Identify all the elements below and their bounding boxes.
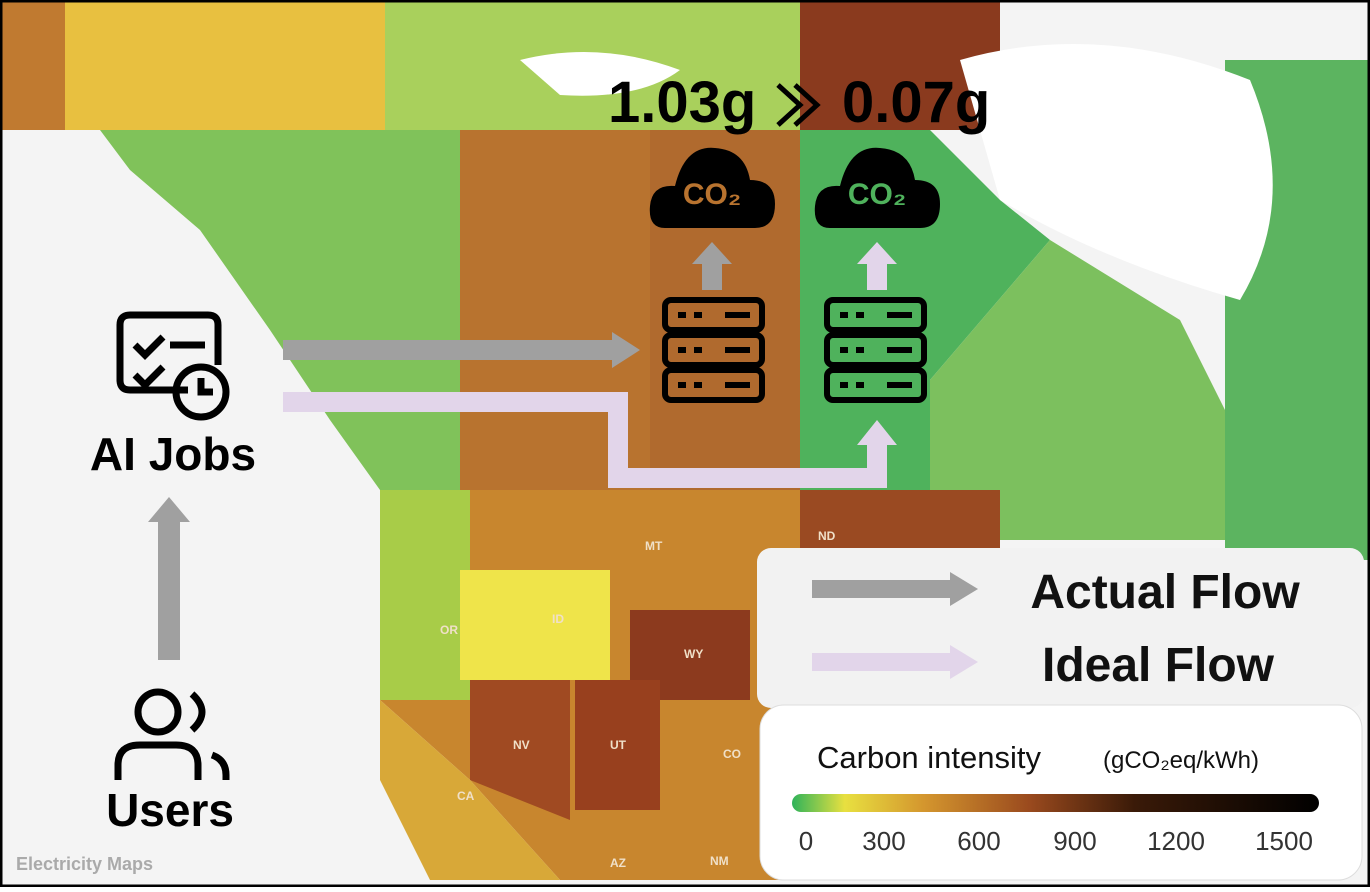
- state-label: OR: [440, 623, 458, 637]
- server-icon: [662, 297, 765, 333]
- colorbar-box: [759, 704, 1363, 881]
- colorbar-tick-label: 900: [1053, 826, 1096, 856]
- region: [460, 570, 610, 680]
- state-label: CO: [723, 747, 741, 761]
- region: [0, 0, 65, 130]
- arrowhead: [857, 420, 897, 445]
- server-icon: [662, 332, 765, 368]
- up-arrow: [158, 520, 180, 660]
- arrowhead: [692, 242, 732, 264]
- server-icon: [824, 332, 927, 368]
- colorbar-tick-label: 1200: [1147, 826, 1205, 856]
- users-icon: [114, 688, 230, 780]
- region: [930, 240, 1230, 540]
- cloud-label: CO₂: [683, 178, 741, 211]
- actual-cost: 1.03g: [608, 70, 756, 135]
- region: [575, 680, 660, 810]
- cloud-label: CO₂: [848, 178, 906, 211]
- state-label: ND: [818, 529, 836, 543]
- arrowhead: [950, 645, 978, 679]
- cloud: [649, 147, 775, 228]
- servers: [662, 297, 927, 403]
- legend-swatch: [812, 580, 952, 598]
- state-label: CA: [457, 789, 475, 803]
- region: [380, 490, 470, 700]
- region: [800, 490, 1000, 548]
- colorbar-tick-label: 0: [799, 826, 813, 856]
- water: [520, 52, 680, 96]
- state-label: NV: [513, 738, 530, 752]
- legend-label: Actual Flow: [1030, 566, 1300, 619]
- colorbar: Carbon intensity (gCO₂eq/kWh) 0 300 600 900…: [759, 704, 1363, 881]
- region: [630, 610, 750, 700]
- colorbar-title: Carbon intensity: [817, 740, 1042, 775]
- up-arrow: [702, 262, 722, 290]
- state-label: UT: [610, 738, 627, 752]
- up-arrow: [867, 262, 887, 290]
- arrowhead: [950, 572, 978, 606]
- clouds: CO₂ CO₂: [649, 147, 940, 228]
- jobs-icon: [116, 311, 230, 421]
- arrowhead: [148, 497, 190, 522]
- server-icon: [824, 297, 927, 333]
- much-greater-sign: [776, 83, 821, 127]
- server-lights: [678, 312, 912, 388]
- colorbar-unit: (gCO₂eq/kWh): [1103, 747, 1259, 774]
- jobs-label: AI Jobs: [90, 428, 256, 480]
- colorbar-tick-label: 600: [957, 826, 1000, 856]
- map-credit: Electricity Maps: [16, 854, 153, 874]
- legend-label: Ideal Flow: [1042, 639, 1275, 692]
- colorbar-tick-label: 1500: [1255, 826, 1313, 856]
- server-icon: [662, 367, 765, 403]
- state-label: ID: [552, 612, 564, 626]
- cloud: [814, 147, 940, 228]
- flow-legend: Actual Flow Ideal Flow: [757, 548, 1364, 708]
- legend-swatch: [812, 653, 952, 671]
- users-label: Users: [106, 784, 234, 836]
- state-label: NM: [710, 854, 729, 868]
- water: [960, 44, 1273, 300]
- ideal-flow-arrow: [283, 392, 887, 488]
- flows: [148, 242, 897, 660]
- colorbar-gradient: [792, 794, 1319, 812]
- server-icon: [824, 367, 927, 403]
- arrowhead: [857, 242, 897, 264]
- arrowhead: [612, 332, 640, 368]
- state-label: WY: [684, 647, 703, 661]
- state-label: AZ: [610, 856, 626, 870]
- region: [380, 700, 560, 880]
- region: [65, 0, 385, 130]
- ideal-cost: 0.07g: [842, 70, 990, 135]
- state-label: MT: [645, 539, 663, 553]
- colorbar-tick-label: 300: [862, 826, 905, 856]
- region: [470, 680, 570, 820]
